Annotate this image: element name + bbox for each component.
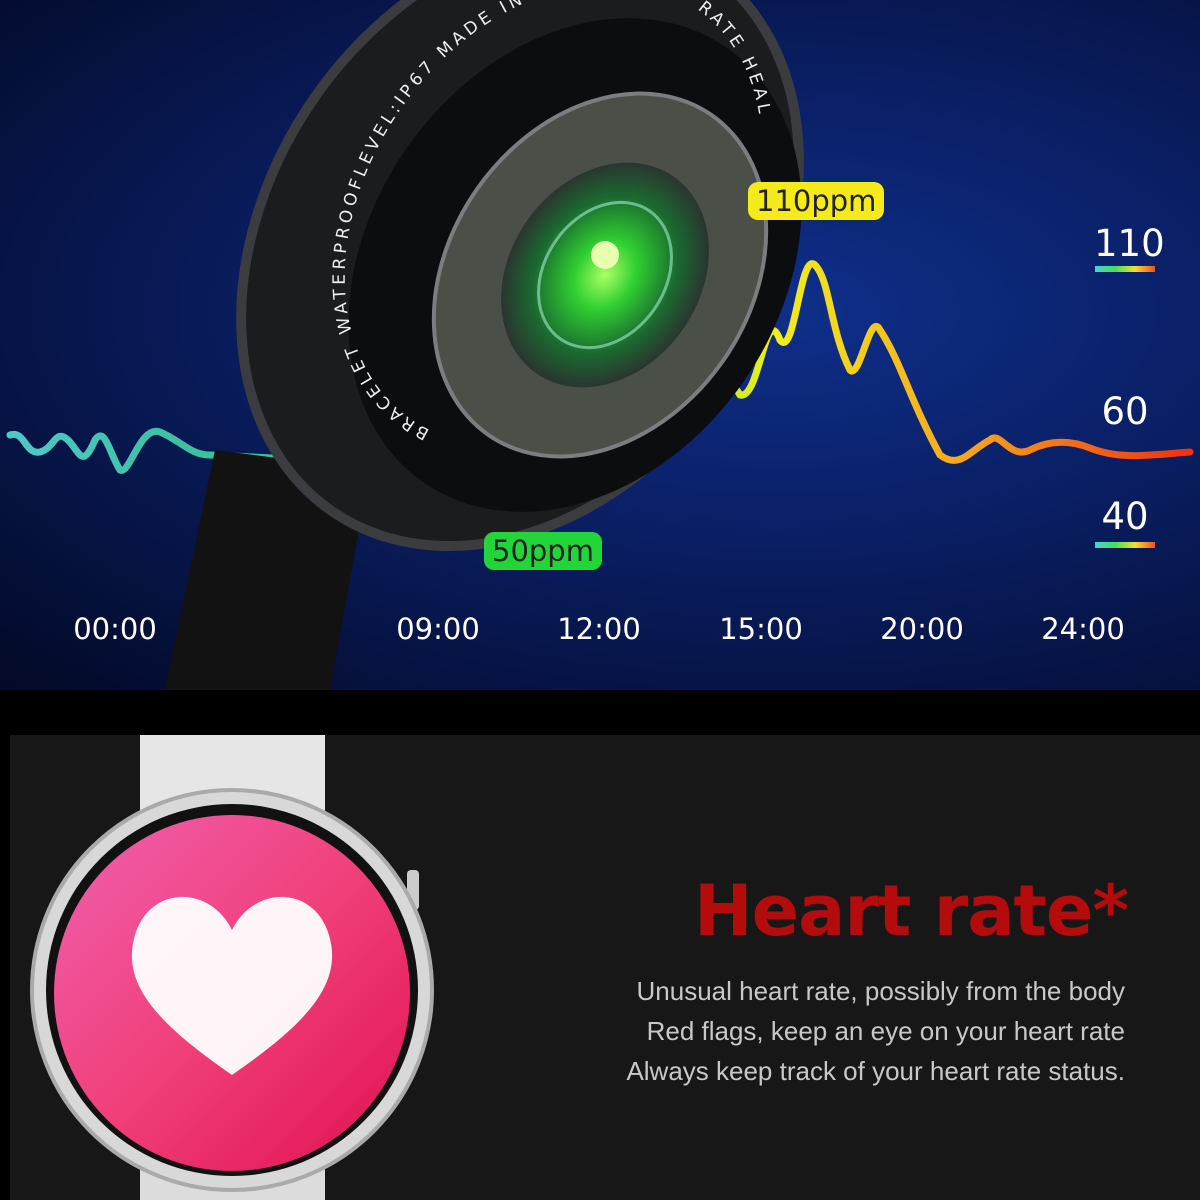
time-label: 09:00 — [396, 612, 480, 646]
heart-rate-wave — [6, 260, 1194, 489]
time-label: 24:00 — [1041, 612, 1125, 646]
watch-front-illustration — [30, 735, 434, 1200]
description-line: Always keep track of your heart rate sta… — [626, 1056, 1125, 1086]
watch-strap — [165, 450, 370, 690]
heart-rate-feature-panel: Heart rate* Unusual heart rate, possibly… — [10, 735, 1200, 1200]
time-label: 00:00 — [73, 612, 157, 646]
heart-icon — [131, 896, 333, 1075]
time-label: 12:00 — [557, 612, 641, 646]
y-label-110: 110 — [1094, 222, 1165, 265]
y-label-40: 40 — [1101, 495, 1149, 538]
description-line: Unusual heart rate, possibly from the bo… — [636, 976, 1125, 1006]
y-label-110-bar — [1095, 266, 1155, 272]
time-label: 15:00 — [719, 612, 803, 646]
description-line: Red flags, keep an eye on your heart rat… — [646, 1016, 1125, 1046]
y-label-40-bar — [1095, 542, 1155, 548]
peak-bpm-label: 110ppm — [748, 182, 885, 220]
feature-description: Unusual heart rate, possibly from the bo… — [626, 971, 1125, 1091]
feature-title: Heart rate* — [694, 870, 1129, 952]
watch-back-illustration: BRACELET WATERPROOFLEVEL:IP67 MADE IN CH… — [0, 0, 1194, 690]
time-label: 20:00 — [880, 612, 964, 646]
heart-rate-chart-panel: BRACELET WATERPROOFLEVEL:IP67 MADE IN CH… — [0, 0, 1200, 690]
low-bpm-label: 50ppm — [484, 532, 602, 570]
y-label-60: 60 — [1101, 390, 1149, 433]
